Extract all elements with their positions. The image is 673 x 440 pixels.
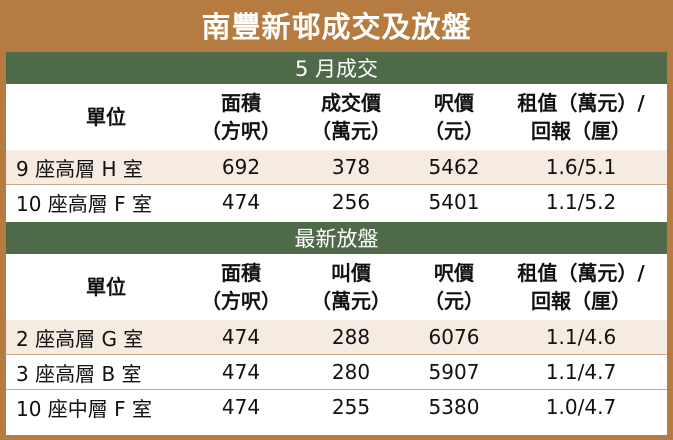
cell-rent-yield: 1.6/5.1: [545, 155, 617, 179]
cell-asking-price: 280: [331, 360, 371, 384]
cell-area: 474: [221, 190, 261, 214]
cell-unit: 9 座高層 H 室: [16, 156, 143, 181]
cell-price: 256: [331, 190, 371, 214]
row-divider: [6, 354, 667, 355]
cell-price-per-sqft: 5907: [428, 360, 480, 384]
table-row: 10 座中層 F 室 474 255 5380 1.0/4.7: [6, 390, 667, 424]
cell-rent-yield: 1.0/4.7: [545, 395, 617, 419]
table-row: 2 座高層 G 室 474 288 6076 1.1/4.6: [6, 320, 667, 354]
page-title: 南豐新邨成交及放盤: [201, 10, 472, 44]
column-header-row: 單位 面積 （方呎） 叫價 （萬元） 呎價 （元） 租值（萬元）/ 回報（厘）: [6, 254, 667, 320]
cell-unit: 2 座高層 G 室: [16, 326, 144, 351]
cell-area: 474: [221, 395, 261, 419]
row-divider: [6, 184, 667, 185]
column-header-row: 單位 面積 （方呎） 成交價 （萬元） 呎價 （元） 租值（萬元）/ 回報（厘）: [6, 84, 667, 150]
column-header-rent-yield: 租值（萬元）/ 回報（厘）: [517, 261, 645, 313]
cell-unit: 3 座高層 B 室: [16, 361, 142, 386]
cell-price-per-sqft: 6076: [428, 325, 480, 349]
table-row: 9 座高層 H 室 692 378 5462 1.6/5.1: [6, 150, 667, 184]
cell-rent-yield: 1.1/5.2: [545, 190, 617, 214]
column-header-price: 成交價 （萬元）: [311, 91, 391, 143]
column-header-area: 面積 （方呎）: [201, 91, 281, 143]
table-row: 3 座高層 B 室 474 280 5907 1.1/4.7: [6, 355, 667, 389]
cell-price-per-sqft: 5401: [428, 190, 480, 214]
cell-rent-yield: 1.1/4.7: [545, 360, 617, 384]
section-header-listings: 最新放盤: [6, 222, 667, 254]
column-header-unit: 單位: [86, 275, 126, 299]
column-header-price-per-sqft: 呎價 （元）: [424, 91, 484, 143]
cell-price: 378: [331, 155, 371, 179]
column-header-unit: 單位: [86, 105, 126, 129]
column-header-price-per-sqft: 呎價 （元）: [424, 261, 484, 313]
cell-asking-price: 288: [331, 325, 371, 349]
data-panel: 5 月成交 單位 面積 （方呎） 成交價 （萬元） 呎價 （元） 租值（萬元）/…: [6, 52, 667, 435]
row-divider: [6, 389, 667, 390]
table-row: 10 座高層 F 室 474 256 5401 1.1/5.2: [6, 185, 667, 219]
section-header-transactions: 5 月成交: [6, 52, 667, 84]
column-header-asking-price: 叫價 （萬元）: [311, 261, 391, 313]
cell-asking-price: 255: [331, 395, 371, 419]
cell-area: 692: [221, 155, 261, 179]
column-header-area: 面積 （方呎）: [201, 261, 281, 313]
cell-area: 474: [221, 360, 261, 384]
cell-unit: 10 座高層 F 室: [16, 191, 153, 216]
cell-price-per-sqft: 5462: [428, 155, 480, 179]
cell-rent-yield: 1.1/4.6: [545, 325, 617, 349]
cell-price-per-sqft: 5380: [428, 395, 480, 419]
column-header-rent-yield: 租值（萬元）/ 回報（厘）: [517, 91, 645, 143]
cell-area: 474: [221, 325, 261, 349]
cell-unit: 10 座中層 F 室: [16, 396, 153, 421]
